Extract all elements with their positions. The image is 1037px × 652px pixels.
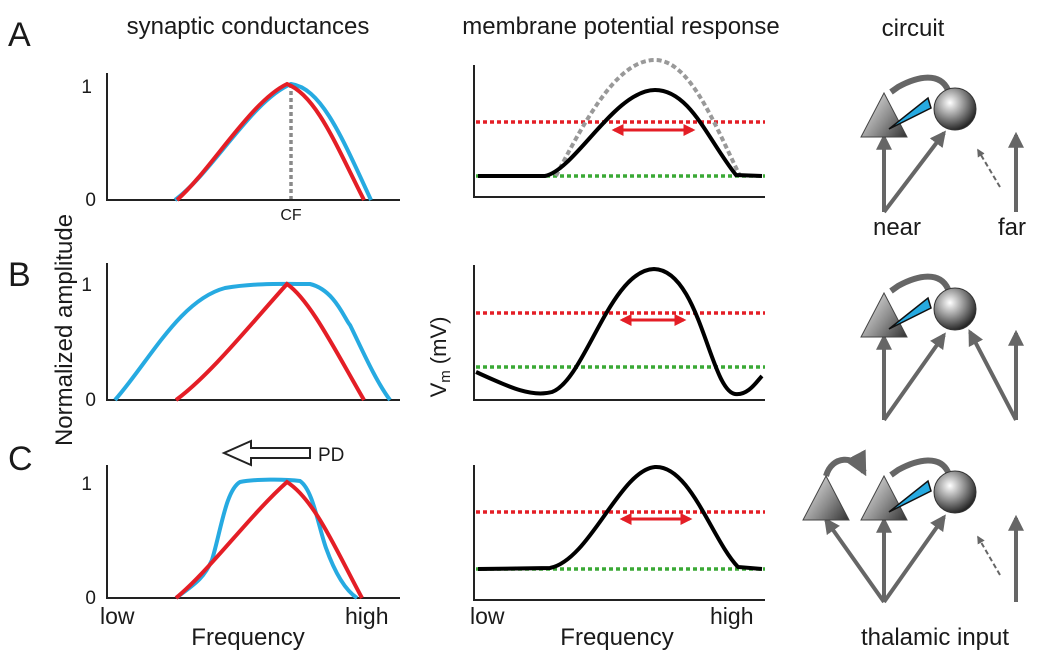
row-c: PD 1 0 low high Frequency low high Frequ… xyxy=(81,439,1024,651)
circuit-c: thalamic input xyxy=(802,449,1024,651)
excitatory-conductance-c xyxy=(174,479,364,600)
far-input-weak-a xyxy=(977,148,1001,188)
row-letter-a: A xyxy=(8,16,31,54)
row-letter-c: C xyxy=(8,440,33,478)
inhibitory-synapse-icon xyxy=(888,96,932,130)
near-input-to-interneuron-c xyxy=(882,514,946,604)
tick-label-one-a: 1 xyxy=(81,77,92,98)
tick-label-one-b: 1 xyxy=(81,275,92,296)
x-high-label-c: high xyxy=(345,603,388,629)
header-membrane-potential: membrane potential response xyxy=(462,13,780,40)
x-axis-title-c: Frequency xyxy=(191,624,304,651)
near-input-to-interneuron-b xyxy=(882,332,946,422)
near-input-to-interneuron-a xyxy=(882,130,946,214)
far-input-strong-b xyxy=(968,329,1018,421)
vm-panel-b xyxy=(473,265,765,401)
unadjusted-response-a xyxy=(554,57,742,177)
pd-label: PD xyxy=(318,445,344,466)
thalamic-input-label: thalamic input xyxy=(861,624,1009,651)
pd-annotation: PD xyxy=(221,439,344,467)
row-a: 1 0 CF near far xyxy=(81,57,1026,241)
header-circuit: circuit xyxy=(882,15,945,42)
x-low-label-c: low xyxy=(100,603,135,629)
inhibitory-connection-c xyxy=(889,457,951,478)
inhibitory-connection-b xyxy=(889,273,951,294)
circuit-b xyxy=(860,273,1024,422)
inhibitory-synapse-icon xyxy=(888,296,932,330)
vm-panel-a xyxy=(473,57,765,198)
x-high-label-vm-c: high xyxy=(710,603,753,629)
inhibitory-connection-a xyxy=(889,74,951,95)
vm-symbol: V xyxy=(426,382,451,397)
y-axis-label-vm: Vm (mV) xyxy=(426,317,454,398)
far-input-weak-c xyxy=(977,535,1001,576)
interneuron-icon xyxy=(933,287,977,331)
vm-panel-c: low high Frequency xyxy=(470,464,765,651)
conductance-panel-a: 1 0 CF xyxy=(81,73,400,224)
interneuron-icon xyxy=(933,87,977,131)
input-to-extra-pyramidal xyxy=(824,517,886,604)
inhibitory-synapse-icon xyxy=(888,479,932,513)
pyramidal-neuron-icon xyxy=(860,91,908,138)
excitatory-conductance-b xyxy=(174,281,366,402)
interneuron-icon xyxy=(933,470,977,514)
membrane-response-a xyxy=(478,87,763,178)
membrane-response-b xyxy=(475,266,764,397)
circuit-a: near far xyxy=(860,74,1026,241)
x-axis-title-vm-c: Frequency xyxy=(560,624,673,651)
vm-unit: (mV) xyxy=(426,317,451,365)
pd-arrow-icon xyxy=(221,439,311,467)
row-letter-b: B xyxy=(8,256,31,294)
tick-label-one-c: 1 xyxy=(81,474,92,495)
near-label: near xyxy=(873,214,921,241)
vm-subscript: m xyxy=(437,370,454,383)
membrane-response-c xyxy=(477,464,763,571)
pyramidal-neuron-icon xyxy=(860,474,908,521)
tick-label-zero-c: 0 xyxy=(85,588,96,609)
excitatory-conductance-a xyxy=(175,81,366,202)
y-axis-label-normalized: Normalized amplitude xyxy=(51,214,78,446)
inhibitory-conductance-a xyxy=(173,81,373,202)
x-low-label-vm-c: low xyxy=(470,603,505,629)
pyramidal-neuron-icon xyxy=(860,291,908,338)
far-label: far xyxy=(998,214,1026,241)
lateral-connection-c xyxy=(823,449,867,478)
tick-label-zero-a: 0 xyxy=(85,190,96,211)
header-synaptic-conductances: synaptic conductances xyxy=(127,13,370,40)
row-b: 1 0 xyxy=(81,263,1024,422)
pyramidal-neuron-icon xyxy=(802,474,850,521)
conductance-panel-b: 1 0 xyxy=(81,263,400,411)
tick-label-zero-b: 0 xyxy=(85,390,96,411)
inhibitory-conductance-b xyxy=(113,281,392,402)
cf-label: CF xyxy=(280,207,302,224)
conductance-panel-c: 1 0 low high Frequency xyxy=(81,465,400,651)
